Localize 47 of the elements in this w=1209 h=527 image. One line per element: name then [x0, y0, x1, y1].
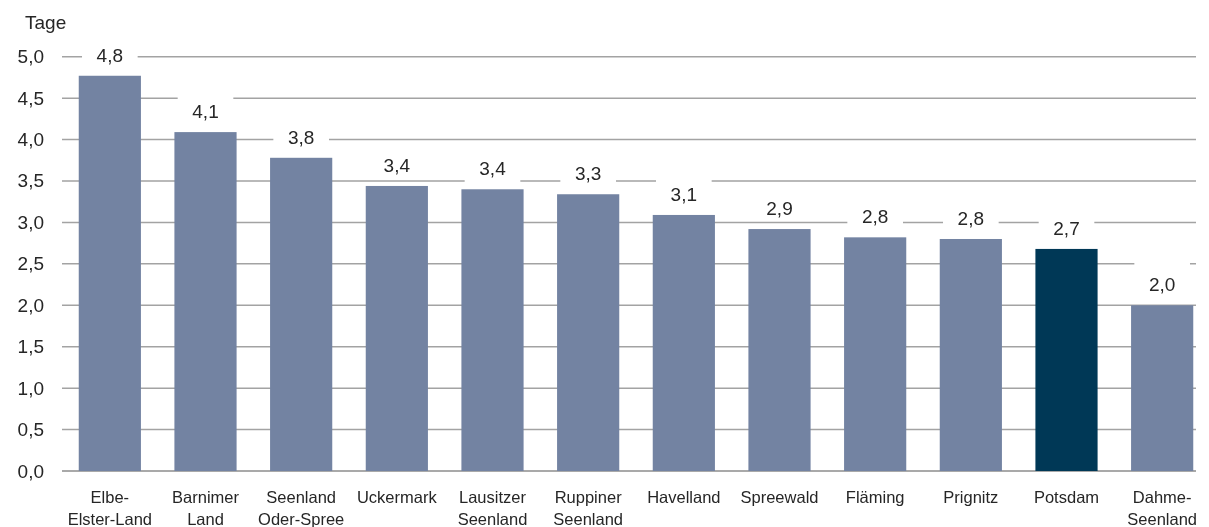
- x-tick-label: Lausitzer Seenland: [457, 488, 528, 527]
- bar: [365, 185, 428, 471]
- bar: [78, 75, 141, 471]
- data-label: 2,0: [1148, 274, 1176, 296]
- bar: [557, 194, 620, 471]
- data-label: 3,4: [383, 154, 411, 176]
- y-tick-label: 3,0: [17, 211, 44, 233]
- y-tick-label: 0,5: [17, 419, 44, 441]
- data-label: 3,8: [287, 126, 315, 148]
- x-tick-label: Prignitz: [943, 488, 999, 506]
- y-tick-label: 0,0: [17, 460, 44, 482]
- data-label: 4,8: [96, 44, 124, 66]
- bar: [270, 157, 333, 471]
- x-tick-label: Uckermark: [356, 488, 438, 506]
- y-tick-label: 2,0: [17, 294, 44, 316]
- bar: [461, 189, 524, 471]
- bar: [174, 132, 237, 471]
- x-tick-label: Dahme- Seenland: [1127, 488, 1198, 527]
- y-tick-label: 4,0: [17, 129, 44, 151]
- data-label: 3,3: [574, 163, 602, 185]
- data-label: 3,1: [670, 183, 698, 205]
- y-tick-label: 3,5: [17, 170, 44, 192]
- bar: [652, 214, 715, 471]
- x-tick-label: Barnimer Land: [172, 488, 240, 527]
- bar: [939, 238, 1002, 471]
- data-label: 2,8: [957, 207, 985, 229]
- bar: [1035, 248, 1098, 471]
- data-label: 4,1: [192, 101, 219, 123]
- x-tick-label: Fläming: [845, 488, 905, 506]
- bar: [1131, 305, 1194, 471]
- y-tick-label: 1,5: [17, 336, 44, 358]
- y-tick-label: 5,0: [17, 46, 44, 68]
- y-tick-label: 1,0: [17, 377, 44, 399]
- x-tick-label: Spreewald: [740, 488, 819, 506]
- data-label: 2,7: [1053, 217, 1080, 239]
- x-tick-label: Elbe- Elster-Land: [67, 488, 153, 527]
- x-tick-label: Ruppiner Seenland: [553, 488, 624, 527]
- data-label: 2,9: [766, 198, 793, 220]
- y-axis-title: Tage: [25, 11, 67, 33]
- data-label: 3,4: [479, 158, 507, 180]
- y-tick-label: 2,5: [17, 253, 44, 275]
- bar: [748, 229, 811, 471]
- x-tick-label: Potsdam: [1033, 488, 1100, 506]
- bar: [844, 237, 907, 471]
- data-label: 2,8: [861, 206, 889, 228]
- x-tick-label: Havelland: [647, 488, 721, 506]
- y-tick-label: 4,5: [17, 87, 44, 109]
